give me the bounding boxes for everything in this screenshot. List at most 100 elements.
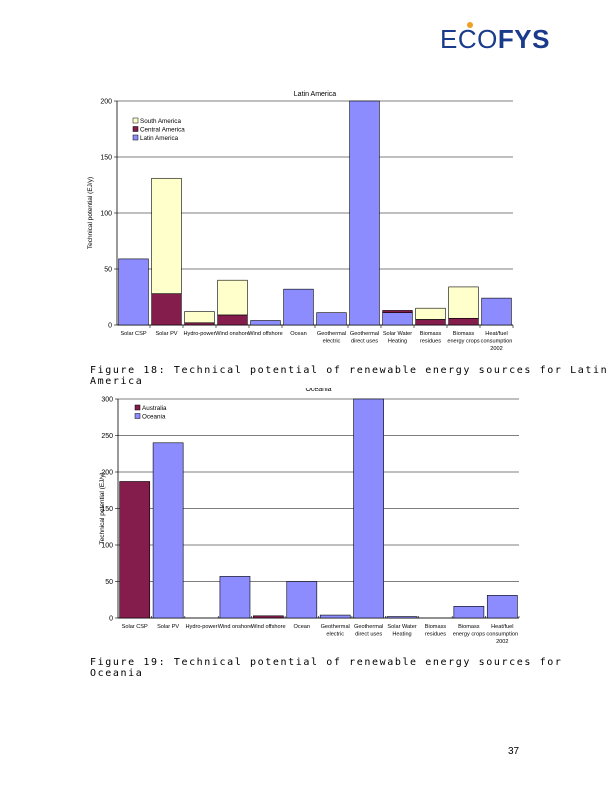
category-label: Geothermal (350, 331, 379, 337)
y-tick-label: 300 (101, 397, 113, 404)
bar-oceania (353, 398, 384, 619)
bar-oceania (286, 581, 318, 619)
legend-label: Latin America (140, 135, 179, 142)
category-label: direct uses (355, 632, 382, 638)
category-label: Biomass (458, 624, 480, 630)
legend-swatch (132, 126, 139, 132)
category-label: Geothermal (354, 624, 383, 630)
category-label: 2002 (490, 346, 502, 352)
category-label: Biomass (420, 331, 442, 337)
bar-latin-america (316, 312, 347, 326)
logo-text: ECOFYS (440, 24, 550, 55)
category-label: energy crops (447, 339, 480, 345)
category-label: consumption (486, 632, 518, 638)
y-tick-label: 150 (101, 506, 113, 513)
category-label: Geothermal (321, 624, 350, 630)
bar-oceania (386, 616, 418, 619)
category-label: Ocean (294, 624, 310, 630)
bar-latin-america (118, 258, 149, 326)
bar-south-america (151, 177, 182, 294)
bar-latin-america (382, 312, 413, 326)
legend-label: Oceania (142, 414, 166, 421)
legend-swatch (132, 134, 139, 141)
y-tick-label: 0 (109, 616, 113, 623)
category-label: Solar CSP (122, 624, 148, 630)
legend-label: Central America (140, 127, 185, 134)
category-label: Biomass (453, 331, 475, 337)
category-label: Solar PV (157, 624, 179, 630)
figure-18-caption: Figure 18: Technical potential of renewa… (90, 365, 609, 387)
bar-south-america (415, 307, 446, 320)
y-tick-label: 100 (101, 543, 113, 550)
bar-central-america (184, 322, 215, 326)
category-label: Ocean (290, 331, 306, 337)
bar-latin-america (349, 100, 380, 326)
category-label: Wind onshore (215, 331, 250, 337)
chart-oceania: Oceania 0 50 100 150 200 250 300 Technical poten… (99, 388, 520, 645)
y-tick-label: 200 (101, 470, 113, 477)
logo-text-light: ECO (440, 24, 498, 54)
category-label: Hydro-power (186, 624, 218, 630)
bar-central-america (217, 314, 248, 326)
page-number: 37 (508, 746, 520, 757)
category-label: residues (425, 632, 446, 638)
bar-latin-america (283, 288, 314, 326)
category-label: Heat/fuel (491, 624, 513, 630)
legend-swatch (134, 404, 141, 411)
category-label: Heating (388, 339, 407, 345)
bar-central-america (382, 310, 413, 313)
chart-title: Latin America (294, 91, 337, 98)
category-label: electric (323, 339, 341, 345)
legend-label: South America (140, 118, 181, 125)
legend-swatch (134, 413, 141, 419)
category-label: Solar Water (383, 331, 412, 337)
category-label: Heating (392, 632, 411, 638)
bar-australia (119, 481, 151, 619)
bar-south-america (217, 279, 248, 316)
category-label: 2002 (496, 639, 508, 645)
bar-central-america (151, 293, 182, 326)
category-label: Heat/fuel (485, 331, 507, 337)
y-tick-label: 200 (100, 99, 112, 106)
bar-latin-america (250, 320, 281, 326)
category-label: Solar Water (387, 624, 416, 630)
bar-south-america (184, 311, 215, 324)
y-tick-label: 0 (108, 323, 112, 330)
bar-oceania (219, 576, 251, 619)
category-label: Solar CSP (120, 331, 146, 337)
bar-central-america (415, 319, 446, 326)
category-label: Geothermal (317, 331, 346, 337)
category-label: Hydro-power (183, 331, 215, 337)
category-label: electric (326, 632, 344, 638)
chart-title: Oceania (305, 388, 331, 393)
chart-latin-america: Latin America 0 50 100 150 200 Technical poten… (87, 91, 514, 352)
bar-australia (253, 615, 284, 619)
y-axis-label: Technical potential (EJ/y) (99, 472, 106, 544)
category-label: direct uses (351, 339, 378, 345)
logo-dot (467, 22, 473, 28)
y-axis-label: Technical potential (EJ/y) (87, 177, 94, 249)
y-tick-label: 250 (101, 433, 113, 440)
bar-oceania (319, 614, 351, 619)
y-tick-label: 100 (100, 211, 112, 218)
ecofys-logo: ECOFYS (440, 22, 549, 54)
category-label: Wind offshore (251, 624, 285, 630)
y-tick-label: 50 (104, 267, 112, 274)
legend-swatch (132, 117, 139, 124)
category-label: Solar PV (155, 331, 177, 337)
bar-south-america (448, 286, 479, 319)
y-tick-label: 50 (105, 579, 113, 586)
category-label: Wind onshore (218, 624, 253, 630)
logo-text-bold: FYS (497, 24, 550, 54)
bar-oceania (486, 595, 518, 619)
figure-19-caption: Figure 19: Technical potential of renewa… (90, 657, 563, 679)
bar-latin-america (481, 297, 512, 326)
bar-oceania (453, 606, 485, 619)
category-label: Biomass (425, 624, 447, 630)
category-label: consumption (481, 339, 513, 345)
category-label: Wind offshore (248, 331, 282, 337)
legend-label: Australia (142, 405, 167, 412)
category-label: residues (420, 339, 441, 345)
bar-oceania (152, 442, 184, 619)
category-label: energy crops (453, 632, 486, 638)
